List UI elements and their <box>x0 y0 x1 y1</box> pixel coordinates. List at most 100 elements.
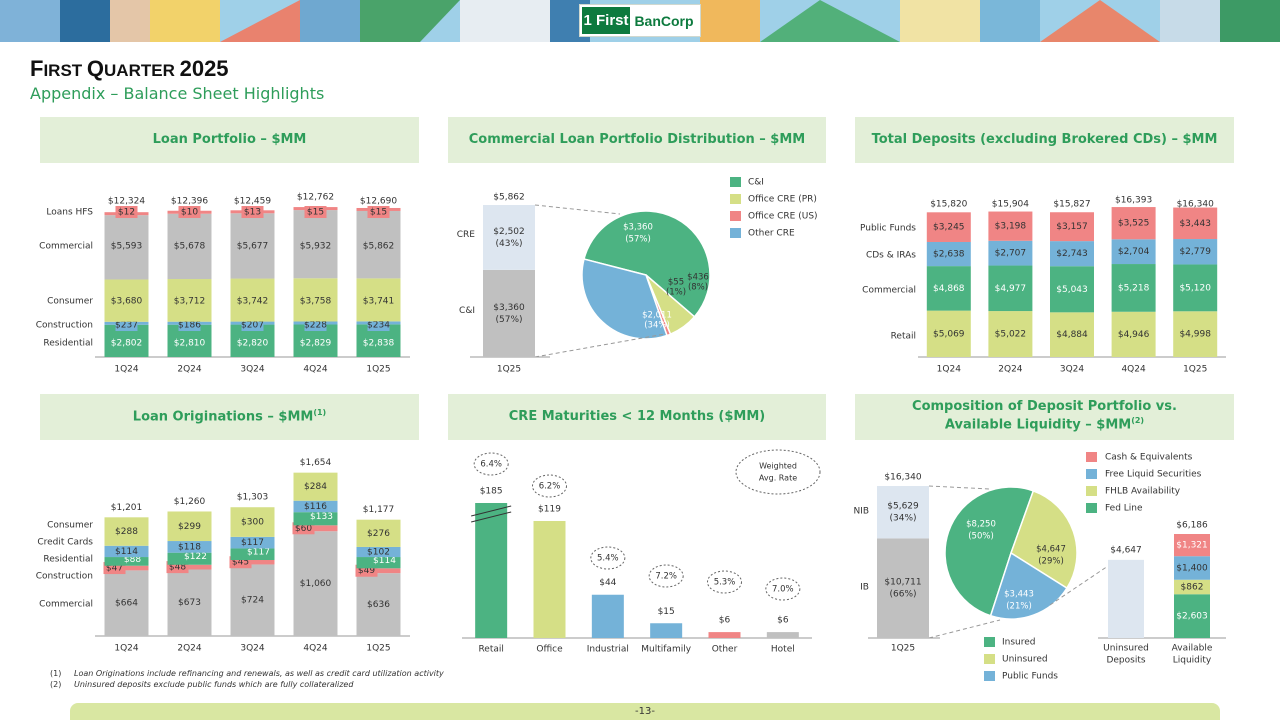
loan_portfolio-label-1-4: $234 <box>367 321 390 331</box>
deposit-composition-main-name-1: NIB <box>853 507 869 517</box>
loan_portfolio-label-0-3: $2,829 <box>300 339 332 349</box>
footnote-2-num: (2) <box>50 680 62 689</box>
loan_portfolio-label-3-1: $5,678 <box>174 242 206 252</box>
loan_portfolio-label-2-1: $3,712 <box>174 297 206 307</box>
loan-originations-xtick-3: 4Q24 <box>303 644 328 654</box>
cre-maturities-legend-line1: Weighted <box>759 462 797 471</box>
loan_portfolio-label-bg-4-3 <box>304 206 327 218</box>
loan_portfolio-label-bg-1-4 <box>367 319 390 331</box>
commercial-distribution-xtick: 1Q25 <box>497 365 521 375</box>
total_deposits-label-0-3: $4,946 <box>1118 330 1150 340</box>
page-number: -13- <box>635 706 655 717</box>
deposit-composition-uninsured-xtick-2: Deposits <box>1106 656 1145 666</box>
total_deposits-total-0: $15,820 <box>930 200 967 210</box>
loan-portfolio-title: Loan Portfolio – $MM <box>40 117 419 163</box>
commercial-distribution-legend-swatch-2 <box>730 211 741 221</box>
total_deposits-bar-cds-iras-0 <box>926 241 971 267</box>
cre-maturities-value-1: $119 <box>538 505 561 515</box>
loan_portfolio-label-0-0: $2,802 <box>111 339 143 349</box>
loan-originations-title: Loan Originations – $MM(1) <box>40 394 419 440</box>
loan-originations-label-1-0: $47 <box>106 564 123 574</box>
title-q: Q <box>86 56 105 81</box>
commercial-distribution-pie-slice-0 <box>583 210 711 318</box>
company-logo: 1 First BanCorp <box>579 4 701 37</box>
loan-originations-label-1-1: $48 <box>169 563 186 573</box>
total-deposits-title-text: Total Deposits (excluding Brokered CDs) … <box>871 131 1218 147</box>
commercial-distribution-bar-name-1: CRE <box>457 230 476 240</box>
commercial-distribution-bar-1 <box>483 205 535 270</box>
total_deposits-bar-cds-iras-1 <box>988 240 1033 266</box>
deposit-composition-liquidity-legend-3: Fed Line <box>1105 504 1143 514</box>
deposit-composition-pie-slice-1 <box>1010 489 1078 590</box>
title-f: F <box>30 56 44 81</box>
loan-originations-label-4-2: $300 <box>241 518 264 528</box>
commercial-distribution-pie-label-2: $55 <box>668 278 684 288</box>
loan-originations-label-4-0: $288 <box>115 527 138 537</box>
loan-originations-bar-1-4 <box>356 568 401 574</box>
loan_portfolio-xtick-2: 3Q24 <box>240 365 265 375</box>
cre-maturities-xtick-5: Hotel <box>771 645 795 655</box>
loan-originations-label-bg-2-2 <box>247 546 270 559</box>
loan-originations-bar-3-4 <box>356 546 401 558</box>
total_deposits-total-2: $15,827 <box>1053 200 1090 210</box>
loan_portfolio-label-2-0: $3,680 <box>111 297 143 307</box>
loan_portfolio-xtick-3: 4Q24 <box>303 365 328 375</box>
loan-originations-bar-1-0 <box>104 565 149 571</box>
commercial-distribution-legend-0: C&I <box>748 178 764 188</box>
loan-originations-label-bg-2-3 <box>310 510 333 523</box>
total_deposits-xtick-3: 4Q24 <box>1121 365 1146 375</box>
cre-maturities-value-2: $44 <box>599 578 616 588</box>
deposit-composition-title-sup: (2) <box>1131 416 1145 426</box>
commercial-distribution-legend-swatch-1 <box>730 194 741 204</box>
loan-originations-label-0-4: $636 <box>367 600 390 610</box>
deposit-composition-title-line1: Composition of Deposit Portfolio vs. <box>912 399 1177 415</box>
deposit-composition-liquidity-legend-swatch-3 <box>1086 503 1097 513</box>
total_deposits-label-3-0: $3,245 <box>933 223 965 233</box>
cre-maturities-rate-bubble-3 <box>648 564 684 588</box>
loan_portfolio-bar-commercial-1 <box>167 213 212 280</box>
loan-originations-bar-0-2 <box>230 564 275 636</box>
loan-originations-label-3-4: $102 <box>367 548 390 558</box>
deposit-composition-liquidity-label-1: $862 <box>1181 582 1204 592</box>
loan-originations-title-sup: (1) <box>313 407 327 417</box>
total_deposits-total-1: $15,904 <box>992 200 1029 210</box>
deposit-composition-title: Composition of Deposit Portfolio vs. Avai… <box>855 394 1234 440</box>
deposit-composition-liquidity-legend-swatch-2 <box>1086 486 1097 496</box>
commercial-distribution-bar-name-0: C&I <box>459 306 475 316</box>
cre-maturities-break-2 <box>471 511 512 523</box>
cre-maturities-xtick-0: Retail <box>478 645 503 655</box>
cre-maturities-rate-3: 7.2% <box>655 572 677 582</box>
total_deposits-bar-public-funds-1 <box>988 211 1033 241</box>
deposit-composition-pie-legend-swatch-0 <box>984 637 995 647</box>
deposit-composition-liquidity-xtick-1: Available <box>1172 644 1213 654</box>
commercial-distribution-legend-swatch-3 <box>730 228 741 238</box>
loan_portfolio-label-2-4: $3,741 <box>363 297 395 307</box>
total_deposits-bar-public-funds-2 <box>1050 212 1094 242</box>
loan_portfolio-label-4-0: $12 <box>118 208 135 218</box>
loan-originations-bar-3-1 <box>167 541 212 553</box>
loan-originations-label-2-4: $114 <box>373 556 396 566</box>
footnote-1: (1) Loan Originations include refinancing… <box>50 669 444 678</box>
cre-maturities-rate-bubble-1 <box>532 474 567 498</box>
total_deposits-xtick-2: 3Q24 <box>1060 365 1085 375</box>
footnote-1-text: Loan Originations include refinancing an… <box>74 669 444 678</box>
loan_portfolio-series-label-0: Residential <box>43 339 93 349</box>
loan-originations-bar-1-1 <box>167 564 212 570</box>
loan_portfolio-series-label-2: Consumer <box>47 297 93 307</box>
loan_portfolio-label-bg-1-1 <box>178 319 201 331</box>
cre-maturities-bar-3 <box>650 623 683 638</box>
commercial-distribution-bar-label-1: $2,502 <box>493 227 525 237</box>
loan-originations-bar-4-1 <box>167 511 212 542</box>
deposit-composition-main-bar-0 <box>877 538 929 638</box>
total_deposits-bar-retail-4 <box>1173 311 1218 357</box>
deposit-composition-pie-slice-2 <box>989 551 1068 620</box>
loan_portfolio-series-label-4: Loans HFS <box>46 208 93 218</box>
loan-originations-xtick-1: 2Q24 <box>177 644 202 654</box>
loan-originations-label-4-3: $284 <box>304 482 327 492</box>
loan_portfolio-label-3-2: $5,677 <box>237 242 269 252</box>
total_deposits-series-label-0: Retail <box>891 332 916 342</box>
deposit-composition-connector-top <box>928 485 991 490</box>
cre-maturities-rate-5: 7.0% <box>772 585 794 595</box>
loan_portfolio-label-bg-1-0 <box>115 319 138 331</box>
